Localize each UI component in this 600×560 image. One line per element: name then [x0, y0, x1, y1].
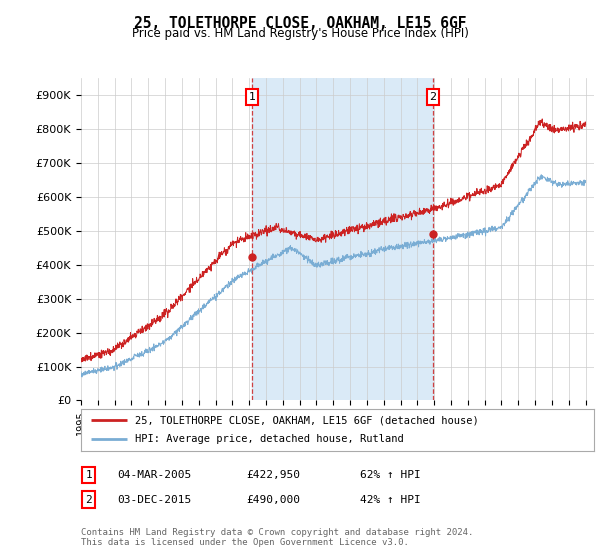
Text: £490,000: £490,000 [246, 494, 300, 505]
Text: 25, TOLETHORPE CLOSE, OAKHAM, LE15 6GF (detached house): 25, TOLETHORPE CLOSE, OAKHAM, LE15 6GF (… [135, 415, 479, 425]
Text: 1: 1 [248, 92, 256, 102]
Text: 62% ↑ HPI: 62% ↑ HPI [360, 470, 421, 480]
Text: 03-DEC-2015: 03-DEC-2015 [117, 494, 191, 505]
Text: 25, TOLETHORPE CLOSE, OAKHAM, LE15 6GF: 25, TOLETHORPE CLOSE, OAKHAM, LE15 6GF [134, 16, 466, 31]
Text: 2: 2 [430, 92, 436, 102]
Text: Contains HM Land Registry data © Crown copyright and database right 2024.
This d: Contains HM Land Registry data © Crown c… [81, 528, 473, 547]
Text: HPI: Average price, detached house, Rutland: HPI: Average price, detached house, Rutl… [135, 435, 404, 445]
Text: 04-MAR-2005: 04-MAR-2005 [117, 470, 191, 480]
Bar [252, 78, 433, 400]
Text: £422,950: £422,950 [246, 470, 300, 480]
Text: 42% ↑ HPI: 42% ↑ HPI [360, 494, 421, 505]
Text: 2: 2 [85, 494, 92, 505]
Text: 1: 1 [85, 470, 92, 480]
Text: Price paid vs. HM Land Registry's House Price Index (HPI): Price paid vs. HM Land Registry's House … [131, 27, 469, 40]
